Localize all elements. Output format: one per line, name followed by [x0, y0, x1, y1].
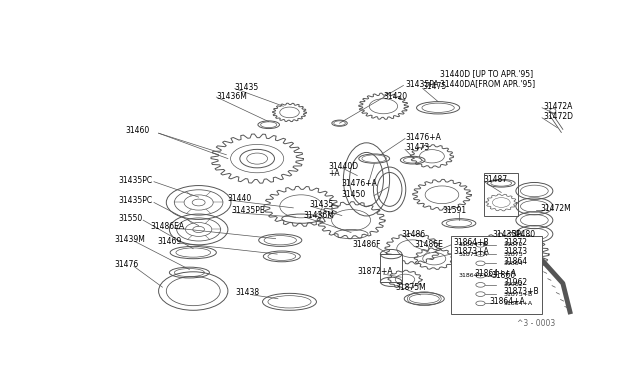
Text: 31435PB: 31435PB	[231, 206, 265, 215]
Text: 31864+B: 31864+B	[454, 238, 489, 247]
Text: 31864++A: 31864++A	[459, 273, 493, 278]
Text: +A: +A	[328, 170, 340, 179]
Text: 31486F: 31486F	[353, 240, 381, 249]
Text: 31450: 31450	[342, 189, 366, 199]
Text: 31873: 31873	[504, 247, 528, 256]
Text: 31486E: 31486E	[414, 240, 443, 249]
Bar	[451, 235, 542, 314]
Text: 31439M: 31439M	[114, 235, 145, 244]
Text: 31460: 31460	[125, 126, 150, 135]
Text: 31435: 31435	[310, 200, 334, 209]
Text: 31476+A: 31476+A	[405, 132, 441, 141]
Text: 31486: 31486	[401, 230, 425, 238]
Text: 31872: 31872	[504, 238, 527, 247]
Text: 31864+A: 31864+A	[504, 301, 532, 306]
Text: 31550: 31550	[118, 214, 143, 223]
Text: 31440D [UP TO APR.'95]: 31440D [UP TO APR.'95]	[440, 70, 532, 78]
Bar	[380, 254, 402, 282]
Text: 31435: 31435	[234, 83, 259, 92]
Text: 31864: 31864	[504, 257, 528, 266]
Text: 31875M: 31875M	[396, 283, 426, 292]
Text: ^3 - 0003: ^3 - 0003	[516, 319, 555, 328]
Text: 31486EA: 31486EA	[151, 222, 185, 231]
Text: 31480: 31480	[511, 230, 536, 238]
Text: 31435PA: 31435PA	[405, 80, 438, 89]
Text: 31962: 31962	[504, 282, 524, 288]
Bar	[484, 173, 518, 217]
Text: 31440DA[FROM APR.'95]: 31440DA[FROM APR.'95]	[440, 78, 535, 88]
Text: 31864++A: 31864++A	[474, 269, 516, 278]
Text: 31436M: 31436M	[303, 211, 334, 220]
Text: 31864+B: 31864+B	[459, 242, 488, 247]
Text: 31872: 31872	[504, 242, 524, 247]
Text: 31591: 31591	[442, 206, 466, 215]
Text: 31440D: 31440D	[328, 162, 358, 171]
Text: 31475: 31475	[422, 83, 447, 92]
Text: 31476+A: 31476+A	[342, 179, 378, 188]
Text: 31476: 31476	[114, 260, 138, 269]
Text: 31873+B: 31873+B	[504, 292, 533, 296]
Text: 31435P: 31435P	[492, 230, 521, 238]
Text: 31864: 31864	[504, 261, 523, 266]
Text: 31472M: 31472M	[541, 204, 572, 213]
Text: 31473: 31473	[405, 142, 429, 151]
Text: 31864+A: 31864+A	[490, 296, 525, 305]
Text: 31860: 31860	[492, 271, 515, 280]
Text: 31873+A: 31873+A	[454, 247, 489, 256]
Text: 31962: 31962	[504, 278, 528, 287]
Text: 31873+A: 31873+A	[459, 251, 488, 257]
Text: 31435PC: 31435PC	[118, 196, 153, 205]
Text: 31472A: 31472A	[543, 102, 573, 111]
Text: 31487: 31487	[484, 175, 508, 184]
Text: 31438: 31438	[236, 288, 260, 297]
Text: 31469: 31469	[157, 237, 181, 246]
Text: 31440: 31440	[228, 194, 252, 203]
Text: 31472D: 31472D	[543, 112, 573, 121]
Text: 31873+B: 31873+B	[504, 287, 539, 296]
Text: 31436M: 31436M	[216, 92, 247, 101]
Text: 31872+A: 31872+A	[357, 267, 393, 276]
Text: 31873: 31873	[504, 251, 524, 257]
Text: 31435PC: 31435PC	[118, 176, 153, 185]
Text: 31420: 31420	[383, 92, 408, 101]
